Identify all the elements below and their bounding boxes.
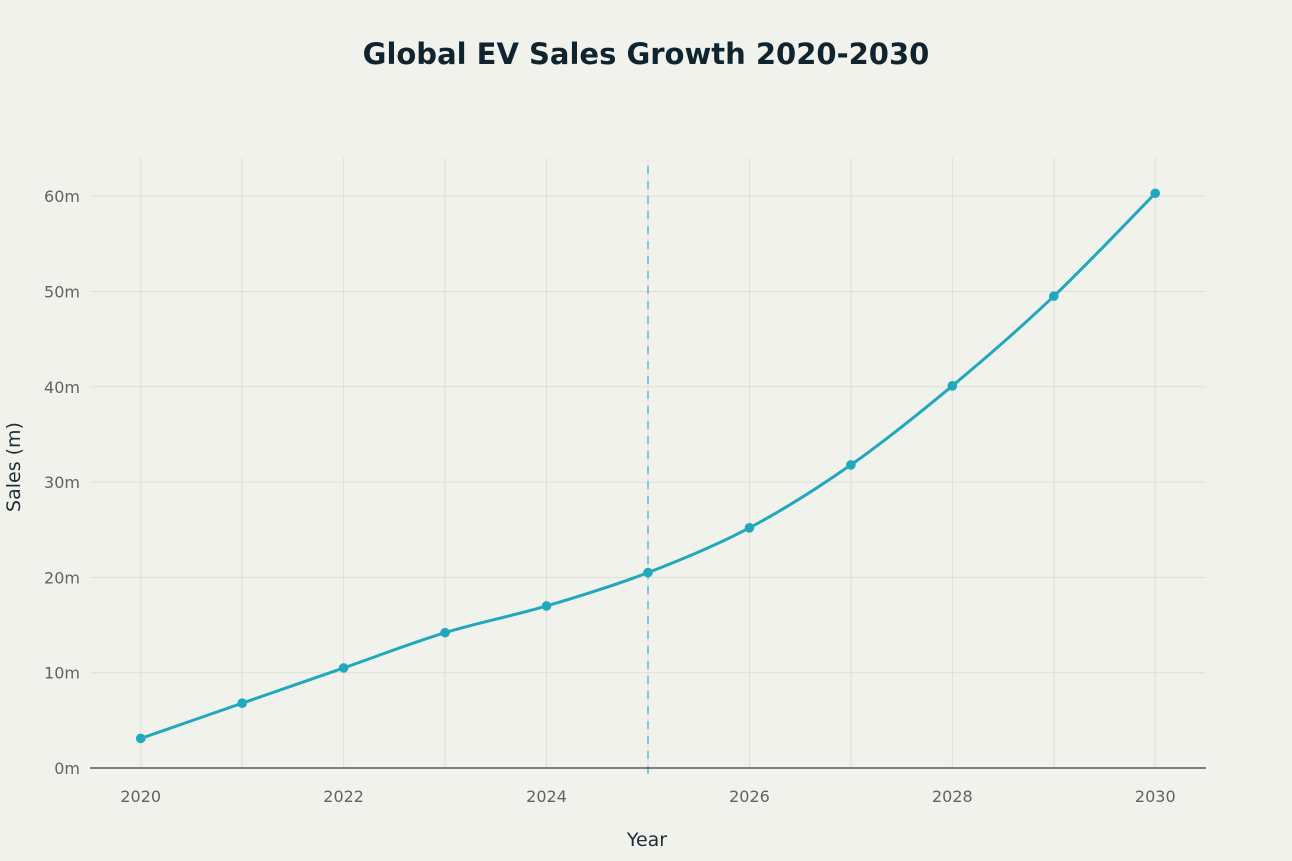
data-point-2028	[947, 380, 958, 391]
data-point-2022	[338, 663, 349, 673]
tick-label-layer: 2020 2022 2024 2026 2028 2030 0m 10m 20m 30m 40m 50…	[44, 187, 1176, 806]
y-tick-label-30m: 30m	[44, 473, 80, 492]
data-point-2020	[135, 733, 146, 744]
ev-sales-line	[139, 191, 1157, 740]
data-point-2029	[1049, 291, 1059, 302]
y-tick-label-50m: 50m	[44, 282, 80, 301]
x-tick-label-2028: 2028	[932, 787, 973, 806]
y-tick-label-0m: 0m	[54, 759, 80, 778]
data-point-2021	[237, 698, 247, 708]
x-tick-label-2024: 2024	[526, 787, 567, 806]
y-tick-label-40m: 40m	[44, 378, 80, 397]
data-point-2026	[744, 523, 755, 533]
data-point-2027	[846, 460, 856, 470]
y-tick-label-10m: 10m	[44, 664, 80, 683]
chart-title: Global EV Sales Growth 2020-2030	[363, 37, 930, 71]
x-tick-label-2026: 2026	[729, 787, 770, 806]
x-tick-label-2030: 2030	[1135, 787, 1176, 806]
data-point-2024	[541, 601, 552, 611]
y-tick-label-60m: 60m	[44, 187, 80, 206]
points-layer	[135, 188, 1161, 744]
data-point-2023	[440, 627, 450, 638]
data-point-2030	[1150, 188, 1161, 199]
x-tick-label-2020: 2020	[120, 787, 161, 806]
x-tick-label-2022: 2022	[323, 787, 364, 806]
series-layer	[139, 191, 1157, 740]
data-point-2025	[643, 567, 653, 578]
y-axis-title: Sales (m)	[3, 422, 25, 512]
x-axis-title: Year	[626, 829, 667, 851]
y-tick-label-20m: 20m	[44, 568, 80, 587]
